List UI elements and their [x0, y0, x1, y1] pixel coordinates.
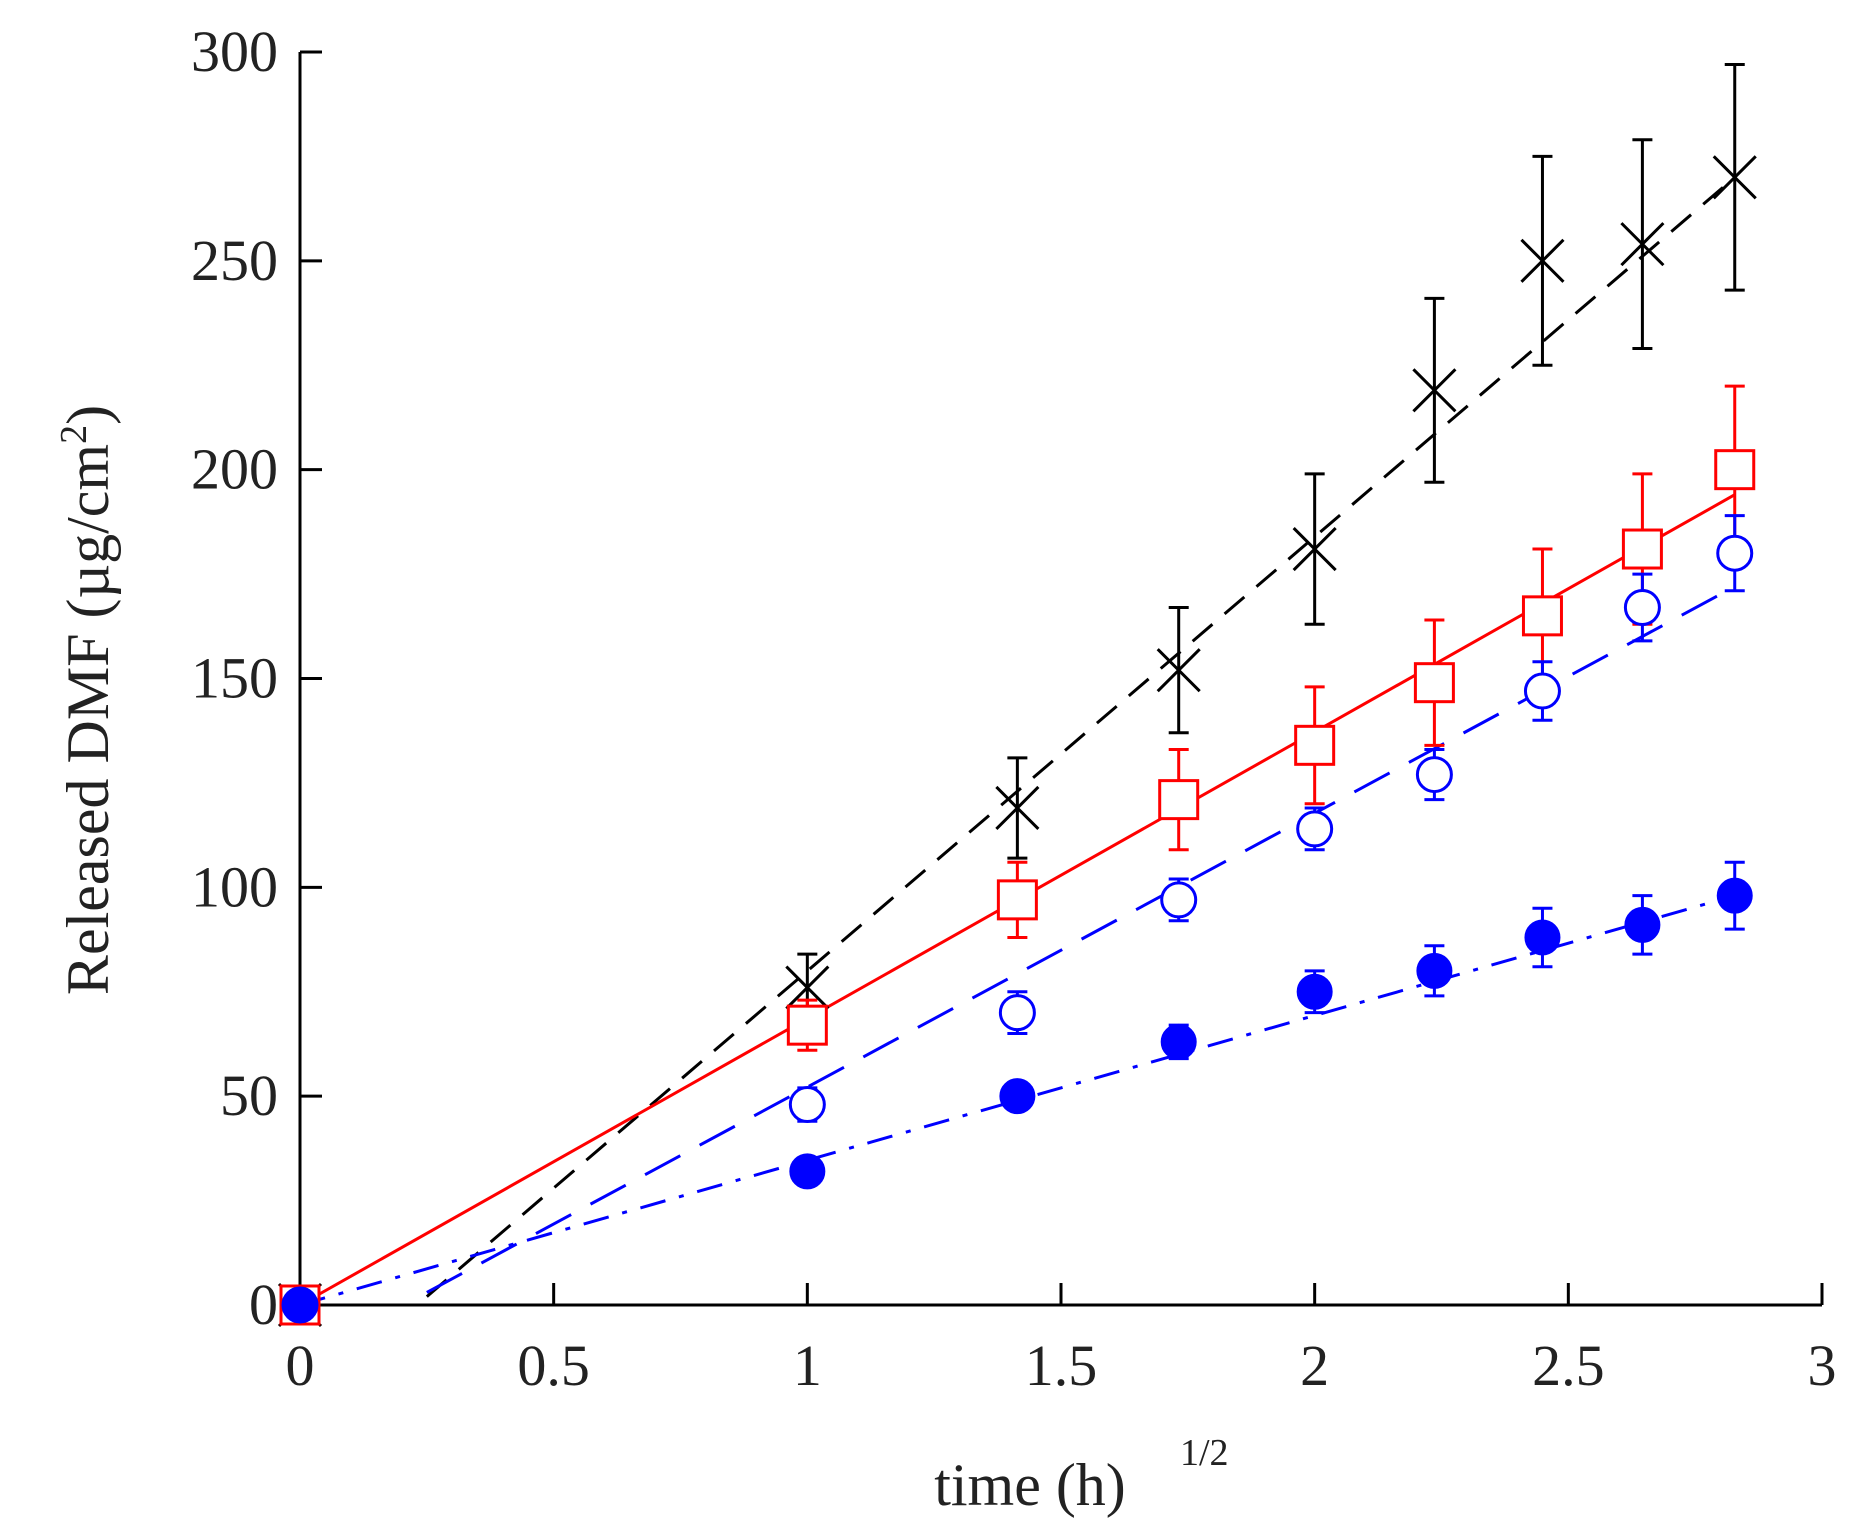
- cross-series-point: [1412, 368, 1457, 413]
- filled-circle-series-point: [1524, 919, 1561, 956]
- x-tick-label: 1.5: [1025, 1333, 1098, 1398]
- y-axis-title: Released DMF (µg/cm2): [53, 405, 121, 995]
- open-square-series-point: [1714, 449, 1756, 491]
- x-tick-label: 3: [1808, 1333, 1837, 1398]
- x-axis-title-superscript: 1/2: [1180, 1432, 1229, 1474]
- open-circle-series-point: [1160, 881, 1198, 919]
- filled-circle-series-point: [1624, 906, 1661, 943]
- open-square-series-point: [1158, 779, 1200, 821]
- open-square-series-point: [996, 879, 1038, 921]
- y-tick-label: 150: [191, 646, 278, 711]
- y-axis-title-text: Released DMF (µg/cm: [55, 444, 121, 995]
- open-circle-series-point: [1415, 756, 1453, 794]
- fit-lines: [299, 176, 1736, 1307]
- x-tick-label: 2.5: [1532, 1333, 1605, 1398]
- x-axis-title: time (h): [934, 1452, 1126, 1518]
- open-square-series-point: [1294, 724, 1336, 766]
- filled-circle-series-point: [282, 1287, 318, 1323]
- open-square-series-point: [1521, 595, 1563, 637]
- cross-series-point: [1292, 526, 1337, 572]
- y-tick-label: 100: [191, 854, 278, 919]
- x-tick-label: 2: [1300, 1333, 1329, 1398]
- cross-series-point: [1620, 222, 1665, 267]
- open-square-series-point: [1621, 528, 1663, 570]
- filled-circle-series-point: [789, 1153, 826, 1190]
- y-axis-title-superscript: 2: [53, 425, 95, 444]
- cross-series-point: [785, 965, 830, 1010]
- open-square-series-point: [786, 1004, 828, 1046]
- y-tick-label: 300: [191, 19, 278, 84]
- x-tick-label: 0: [286, 1333, 315, 1398]
- x-tick-label: 1: [793, 1333, 822, 1398]
- cross-series-point: [1156, 648, 1201, 693]
- markers: [277, 155, 1757, 1328]
- y-axis-title-suffix: ): [55, 405, 121, 425]
- cross-series-point: [1712, 155, 1757, 200]
- y-tick-label: 50: [220, 1063, 278, 1128]
- open-circle-series-point: [1716, 534, 1754, 572]
- filled-circle-series-point: [1716, 877, 1753, 914]
- filled-circle-series-fit-line: [299, 894, 1736, 1307]
- filled-circle-series-point: [1160, 1023, 1197, 1060]
- cross-series-point: [1520, 238, 1565, 283]
- y-ticks: 0 50 100 150 200 250 300: [191, 19, 322, 1337]
- open-circle-series-point: [1296, 810, 1334, 848]
- filled-circle-series-point: [999, 1078, 1036, 1115]
- open-circle-series-point: [788, 1086, 826, 1124]
- cross-series-fit-line: [425, 176, 1736, 1298]
- x-tick-label: 0.5: [517, 1333, 590, 1398]
- filled-circle-series-point: [1296, 973, 1333, 1010]
- y-tick-label: 250: [191, 228, 278, 293]
- plot-area: 0 0.5 1 1.5 2 2.5 3 0 50 100 150 200 250 300: [191, 19, 1837, 1398]
- x-ticks: 0 0.5 1 1.5 2 2.5 3: [286, 1283, 1837, 1398]
- open-circle-series-point: [1523, 672, 1561, 710]
- filled-circle-series-point: [1416, 952, 1453, 989]
- open-circle-series-point: [998, 994, 1036, 1032]
- open-square-series-point: [1413, 662, 1455, 704]
- y-tick-label: 200: [191, 437, 278, 502]
- open-circle-series-point: [1623, 588, 1661, 626]
- cross-series-point: [995, 785, 1040, 831]
- y-tick-label: 0: [249, 1272, 278, 1337]
- x-axis-title-text: time (h): [934, 1452, 1126, 1518]
